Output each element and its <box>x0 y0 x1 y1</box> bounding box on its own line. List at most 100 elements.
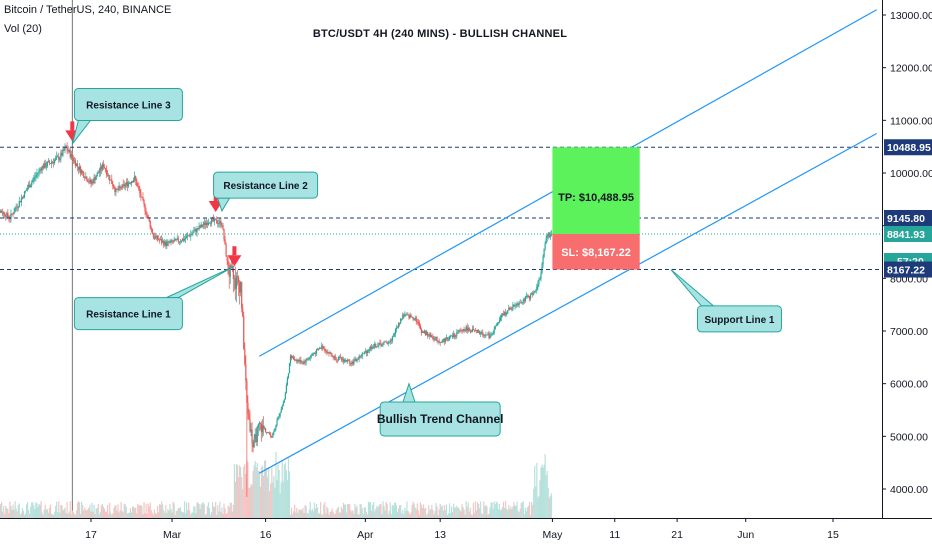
candle-body <box>407 314 409 316</box>
candle <box>422 330 425 334</box>
volume-bar <box>33 505 35 518</box>
candle-body <box>137 185 139 187</box>
candle <box>413 318 415 321</box>
candle <box>301 360 303 364</box>
candle <box>294 356 296 362</box>
candle-body <box>464 329 466 331</box>
candle <box>316 347 319 351</box>
candle-body <box>399 322 401 324</box>
candle-body <box>439 342 441 343</box>
candle-body <box>56 156 58 159</box>
candle <box>160 236 162 241</box>
candle-body <box>133 180 135 183</box>
candle-body <box>81 170 83 174</box>
candle <box>449 334 452 339</box>
candle <box>337 356 339 362</box>
candle-body <box>201 224 203 227</box>
volume-bar <box>443 505 445 518</box>
candle-body <box>329 352 331 354</box>
volume-bar <box>505 501 507 518</box>
price-tick-label: 5000.00 <box>890 431 928 443</box>
candle-body <box>364 351 366 352</box>
candle-body <box>289 355 292 364</box>
callout-box <box>213 171 319 199</box>
candle <box>419 323 422 330</box>
candle <box>208 221 211 224</box>
candle <box>255 426 257 446</box>
candle-body <box>241 281 243 308</box>
volume-bar <box>139 504 141 518</box>
volume-bar <box>72 511 74 518</box>
candle-body <box>300 359 302 364</box>
candle <box>455 334 457 340</box>
candle-body <box>249 419 251 432</box>
candle <box>396 325 399 329</box>
candle-body <box>432 336 434 340</box>
volume-bar <box>234 481 237 518</box>
candle-body <box>98 171 100 174</box>
volume-bar <box>0 504 2 518</box>
candle <box>11 213 13 216</box>
candle <box>319 346 321 350</box>
candle <box>290 354 293 361</box>
volume-bar <box>352 510 354 518</box>
candle <box>30 183 32 188</box>
candle <box>285 382 287 394</box>
volume-bar <box>340 506 343 518</box>
candle <box>142 192 144 202</box>
volume-bar <box>199 509 201 518</box>
candle-body <box>131 181 134 183</box>
candle-body <box>5 216 7 218</box>
candle-body <box>224 239 226 245</box>
volume-bar <box>354 503 356 518</box>
volume-bar <box>427 513 429 518</box>
candle-body <box>305 358 307 363</box>
candle-body <box>475 329 478 331</box>
candle-body <box>398 322 400 328</box>
candle <box>387 340 389 347</box>
candle-body <box>306 358 308 360</box>
price-tick-label: 11000.00 <box>890 115 932 127</box>
candle-body <box>339 356 342 358</box>
candle <box>253 433 255 449</box>
candle <box>516 301 518 308</box>
candle-body <box>58 156 60 161</box>
candle-body <box>263 428 266 430</box>
candle-body <box>57 156 59 158</box>
candle-body <box>10 213 12 220</box>
candle <box>161 235 163 246</box>
candle <box>289 354 292 367</box>
candle-body <box>480 332 482 335</box>
candle <box>411 316 413 319</box>
candle-body <box>412 317 414 320</box>
candle-body <box>19 201 21 203</box>
candle-body <box>324 348 326 352</box>
candle <box>426 329 428 336</box>
candle <box>525 292 528 299</box>
volume-bar <box>384 510 386 518</box>
candle <box>258 421 260 432</box>
candle-body <box>366 350 369 354</box>
candle-body <box>299 359 301 362</box>
candle-body <box>22 196 25 198</box>
volume-bar <box>32 502 34 518</box>
volume-bar <box>248 487 250 518</box>
candle-body <box>287 373 290 378</box>
candle-body <box>288 363 291 374</box>
candle <box>39 166 41 175</box>
candle-body <box>268 432 270 434</box>
volume-bar <box>226 512 228 518</box>
volume-bar <box>310 510 312 518</box>
candle <box>93 173 95 184</box>
candle <box>404 311 406 318</box>
candle <box>366 349 369 357</box>
candle <box>171 239 173 244</box>
candle-body <box>461 330 463 332</box>
candle <box>189 234 191 238</box>
candle-body <box>275 425 277 429</box>
candle <box>428 333 430 337</box>
candle-body <box>257 424 259 429</box>
volume-bar <box>289 514 292 518</box>
candle-body <box>460 330 462 332</box>
